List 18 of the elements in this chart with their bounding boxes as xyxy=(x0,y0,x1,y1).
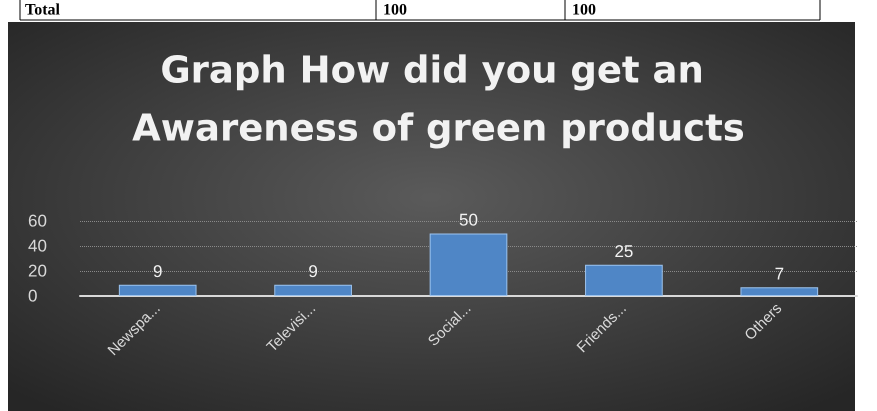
data-label: 9 xyxy=(152,262,162,281)
text: Total xyxy=(25,2,61,18)
y-tick-label: 60 xyxy=(28,212,47,230)
bar xyxy=(430,234,508,296)
y-tick-label: 40 xyxy=(28,236,47,256)
text: 100 xyxy=(572,2,596,18)
bar xyxy=(585,264,663,296)
bar xyxy=(740,287,818,296)
y-tick-label: 20 xyxy=(28,262,47,280)
data-label: 7 xyxy=(774,264,784,284)
text: 100 xyxy=(383,2,407,18)
bar xyxy=(118,284,197,296)
bar xyxy=(274,284,352,296)
data-label: 9 xyxy=(308,262,318,281)
data-label: 25 xyxy=(614,242,634,261)
chart-title: Graph How did you get an Awareness of green products xyxy=(132,48,745,150)
y-tick-label: 0 xyxy=(28,286,38,306)
data-label: 50 xyxy=(459,210,478,230)
